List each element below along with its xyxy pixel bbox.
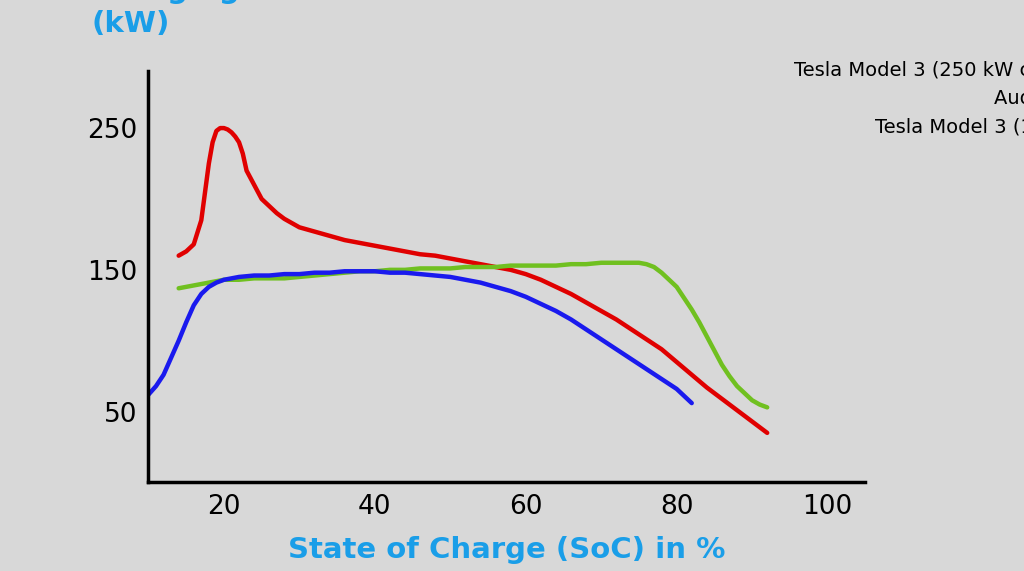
Tesla Model 3 (150 kW) — [671, 385, 683, 392]
Tesla Model 3 (150 kW) — [196, 291, 208, 297]
Tesla Model 3 (150 kW) — [218, 276, 230, 283]
Legend: Tesla Model 3 (250 kW charger), Audi e-tron, Tesla Model 3 (150 kW): Tesla Model 3 (250 kW charger), Audi e-t… — [794, 61, 1024, 137]
Audi e-tron — [429, 265, 441, 272]
Audi e-tron — [761, 404, 773, 411]
Tesla Model 3 (150 kW) — [519, 293, 531, 300]
Line: Audi e-tron: Audi e-tron — [178, 263, 767, 407]
Tesla Model 3 (150 kW) — [550, 308, 562, 315]
Tesla Model 3 (250 kW charger) — [286, 220, 298, 227]
Tesla Model 3 (150 kW) — [535, 300, 547, 307]
Line: Tesla Model 3 (250 kW charger): Tesla Model 3 (250 kW charger) — [178, 128, 767, 433]
Tesla Model 3 (150 kW) — [279, 271, 291, 278]
Tesla Model 3 (150 kW) — [610, 346, 623, 353]
Tesla Model 3 (150 kW) — [640, 365, 652, 372]
Tesla Model 3 (150 kW) — [210, 279, 222, 286]
Audi e-tron — [565, 261, 578, 268]
Tesla Model 3 (150 kW) — [369, 268, 381, 275]
Tesla Model 3 (250 kW charger) — [172, 252, 184, 259]
Audi e-tron — [263, 275, 275, 282]
Tesla Model 3 (150 kW) — [248, 272, 260, 279]
Tesla Model 3 (150 kW) — [165, 355, 177, 361]
Tesla Model 3 (150 kW) — [429, 272, 441, 279]
Tesla Model 3 (150 kW) — [225, 275, 238, 282]
Tesla Model 3 (150 kW) — [232, 274, 245, 280]
Tesla Model 3 (150 kW) — [150, 383, 162, 389]
Tesla Model 3 (250 kW charger) — [414, 251, 426, 258]
Tesla Model 3 (250 kW charger) — [761, 429, 773, 436]
Tesla Model 3 (150 kW) — [686, 400, 698, 407]
Tesla Model 3 (150 kW) — [489, 283, 502, 290]
Tesla Model 3 (250 kW charger) — [221, 126, 233, 133]
Tesla Model 3 (150 kW) — [180, 319, 193, 325]
Audi e-tron — [648, 264, 660, 271]
Tesla Model 3 (150 kW) — [142, 391, 155, 398]
Tesla Model 3 (150 kW) — [187, 302, 200, 309]
Tesla Model 3 (150 kW) — [384, 270, 396, 276]
Audi e-tron — [172, 285, 184, 292]
Tesla Model 3 (150 kW) — [353, 268, 366, 275]
Tesla Model 3 (150 kW) — [339, 268, 351, 275]
Tesla Model 3 (150 kW) — [293, 271, 305, 278]
Audi e-tron — [610, 259, 623, 266]
X-axis label: State of Charge (SoC) in %: State of Charge (SoC) in % — [288, 536, 726, 564]
Audi e-tron — [595, 259, 607, 266]
Tesla Model 3 (250 kW charger) — [214, 124, 226, 131]
Tesla Model 3 (150 kW) — [203, 283, 215, 290]
Tesla Model 3 (150 kW) — [595, 336, 607, 343]
Tesla Model 3 (150 kW) — [565, 316, 578, 323]
Audi e-tron — [617, 259, 630, 266]
Tesla Model 3 (150 kW) — [263, 272, 275, 279]
Tesla Model 3 (150 kW) — [308, 270, 321, 276]
Tesla Model 3 (150 kW) — [414, 271, 426, 278]
Tesla Model 3 (150 kW) — [444, 274, 457, 280]
Tesla Model 3 (150 kW) — [626, 356, 638, 363]
Tesla Model 3 (150 kW) — [474, 279, 486, 286]
Tesla Model 3 (150 kW) — [580, 326, 592, 333]
Tesla Model 3 (250 kW charger) — [519, 271, 531, 278]
Tesla Model 3 (250 kW charger) — [459, 258, 471, 265]
Tesla Model 3 (150 kW) — [172, 337, 184, 344]
Tesla Model 3 (150 kW) — [505, 288, 517, 295]
Tesla Model 3 (150 kW) — [655, 376, 668, 383]
Line: Tesla Model 3 (150 kW): Tesla Model 3 (150 kW) — [148, 271, 692, 403]
Tesla Model 3 (150 kW) — [459, 276, 471, 283]
Tesla Model 3 (250 kW charger) — [444, 255, 457, 262]
Tesla Model 3 (150 kW) — [158, 371, 170, 378]
Tesla Model 3 (150 kW) — [324, 270, 336, 276]
Tesla Model 3 (150 kW) — [399, 270, 412, 276]
Text: Charging Power
(kW): Charging Power (kW) — [91, 0, 352, 38]
